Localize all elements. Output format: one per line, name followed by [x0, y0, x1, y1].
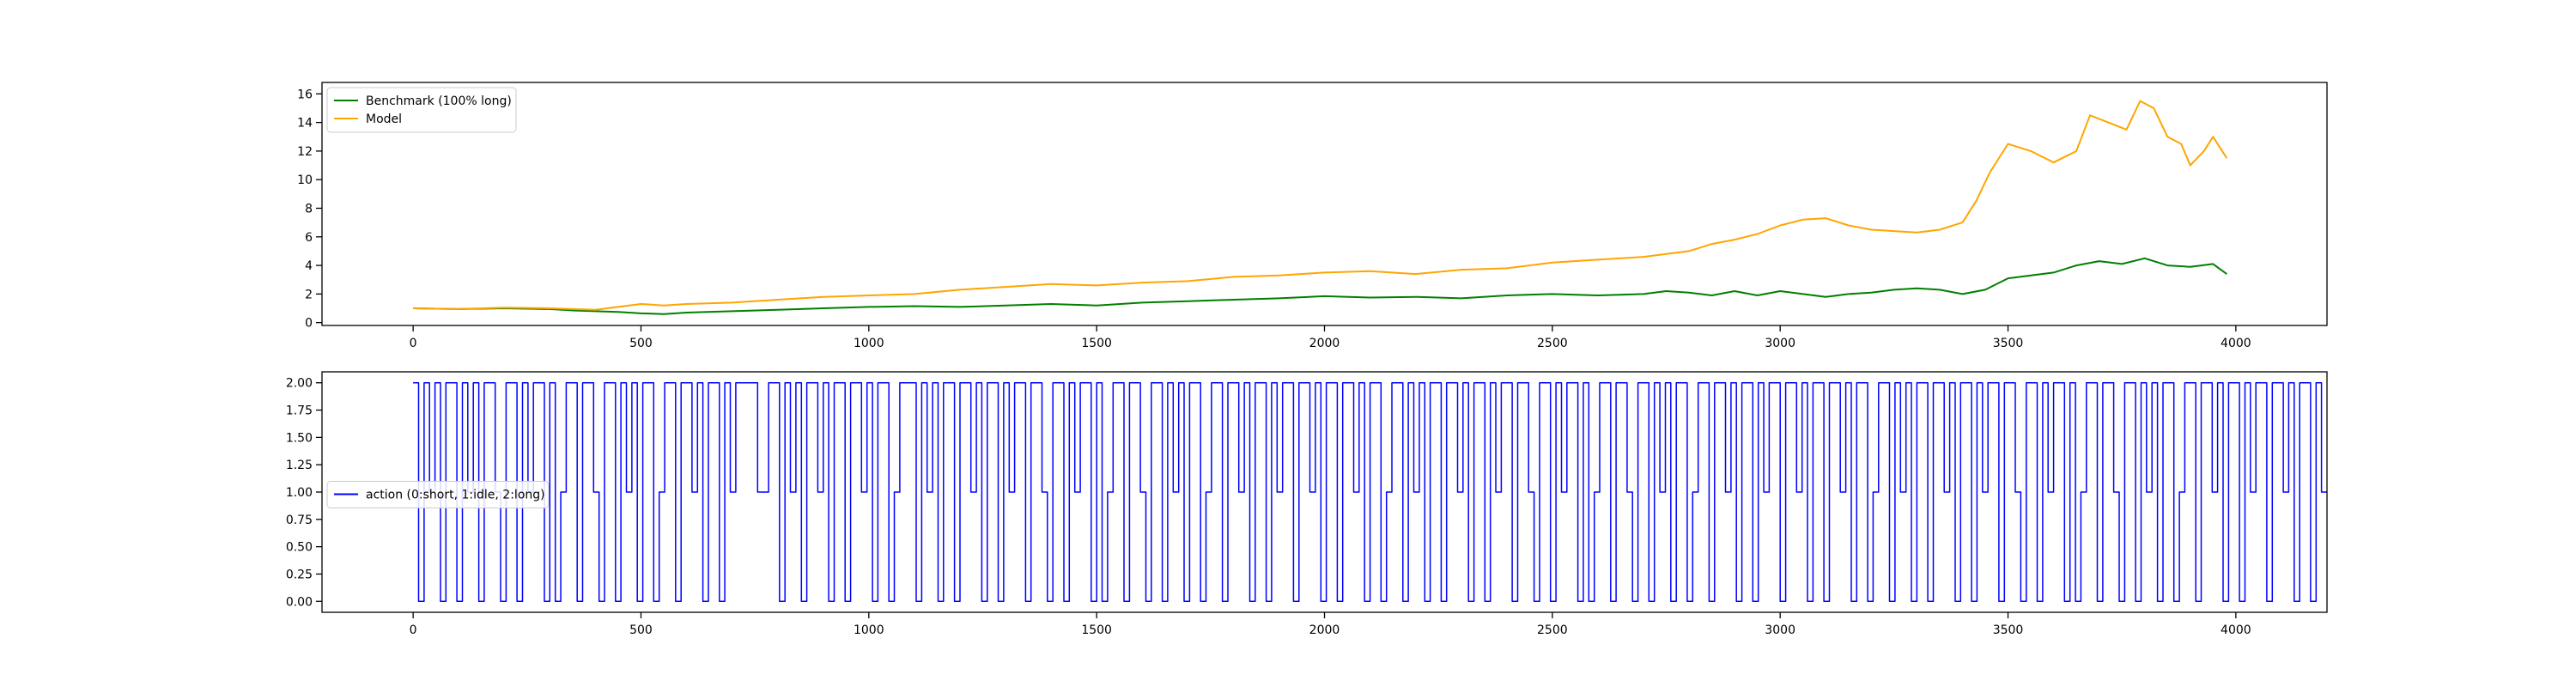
x-tick-label: 500 [629, 337, 653, 350]
x-tick-label: 1500 [1081, 623, 1112, 637]
x-tick-label: 2500 [1537, 337, 1568, 350]
series-line-0-1 [413, 100, 2228, 311]
y-tick-label: 2 [305, 288, 313, 301]
y-tick-label: 2.00 [286, 377, 313, 391]
y-tick-label: 1.75 [286, 404, 313, 418]
x-tick-label: 0 [410, 623, 417, 637]
y-tick-label: 10 [297, 173, 313, 187]
x-tick-label: 4000 [2221, 337, 2251, 350]
legend-label: action (0:short, 1:idle, 2:long) [366, 489, 545, 502]
x-tick-label: 1000 [854, 337, 884, 350]
legend-label: Model [366, 112, 402, 126]
x-tick-label: 3000 [1765, 623, 1795, 637]
x-tick-label: 1000 [854, 623, 884, 637]
y-tick-label: 12 [297, 145, 313, 159]
y-tick-label: 0.00 [286, 595, 313, 609]
series-line-0-0 [413, 257, 2227, 315]
y-tick-label: 6 [305, 231, 313, 245]
top-panel-equity-curves: 0 500 1000 1500 2000 2500 3000 3500 4000 0 2 4 6 8 10 1… [297, 82, 2328, 350]
legend-label: Benchmark (100% long) [366, 94, 512, 108]
x-tick-label: 0 [410, 337, 417, 350]
x-tick-label: 4000 [2221, 623, 2251, 637]
x-tick-label: 2000 [1309, 337, 1340, 350]
series-line-1-0 [413, 381, 2327, 603]
y-tick-label: 0.25 [286, 568, 313, 581]
y-tick-label: 1.50 [286, 431, 313, 445]
x-tick-label: 2500 [1537, 623, 1568, 637]
y-tick-label: 14 [297, 117, 313, 131]
y-tick-label: 1.00 [286, 486, 313, 500]
x-tick-label: 3000 [1765, 337, 1795, 350]
y-tick-label: 0 [305, 317, 313, 331]
legend-box [326, 481, 550, 508]
y-tick-label: 0.75 [286, 514, 313, 527]
y-tick-label: 0.50 [286, 541, 313, 555]
x-tick-label: 500 [629, 623, 653, 637]
x-tick-label: 3500 [1993, 337, 2024, 350]
y-tick-label: 8 [305, 202, 313, 216]
y-tick-label: 16 [297, 88, 313, 101]
legend-box [326, 87, 517, 133]
y-tick-label: 4 [305, 259, 313, 273]
x-tick-label: 2000 [1309, 623, 1340, 637]
bottom-panel-actions: 0 500 1000 1500 2000 2500 3000 3500 4000 0.00 0.25… [286, 371, 2328, 637]
x-tick-label: 3500 [1993, 623, 2024, 637]
x-tick-label: 1500 [1081, 337, 1112, 350]
y-tick-label: 1.25 [286, 459, 313, 472]
